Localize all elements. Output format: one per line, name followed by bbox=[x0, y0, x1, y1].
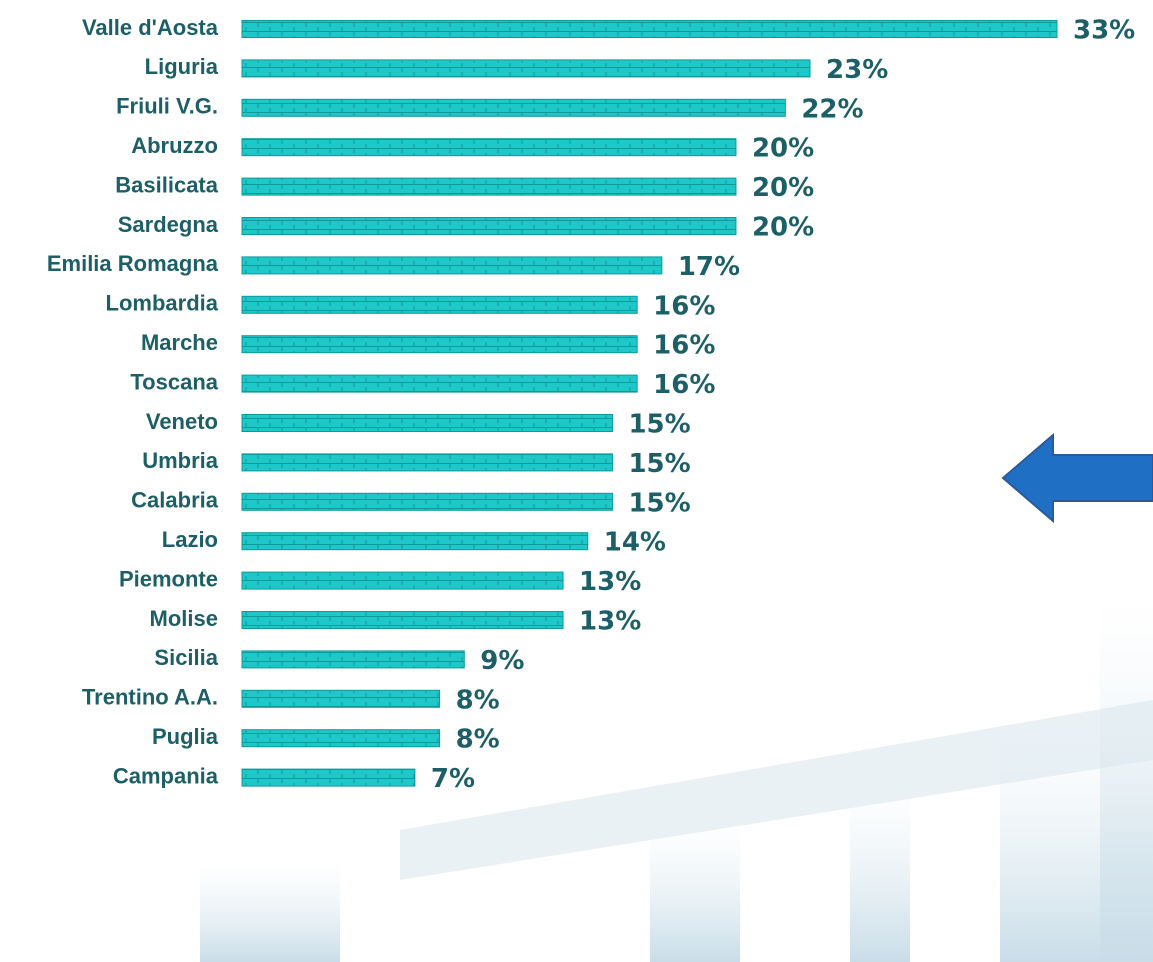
category-label: Piemonte bbox=[119, 566, 218, 591]
category-label: Molise bbox=[150, 606, 218, 631]
bar-texture bbox=[242, 612, 563, 629]
bar-texture bbox=[242, 493, 612, 510]
category-label: Friuli V.G. bbox=[116, 94, 218, 119]
value-label: 15% bbox=[628, 410, 690, 440]
bar-texture bbox=[242, 296, 637, 313]
page: {"chart_data": {"type": "bar", "orientat… bbox=[0, 0, 1153, 962]
value-label: 20% bbox=[752, 213, 814, 243]
category-label: Sicilia bbox=[154, 645, 218, 670]
category-label: Lombardia bbox=[106, 291, 219, 316]
category-label: Umbria bbox=[142, 448, 219, 473]
category-label: Veneto bbox=[146, 409, 218, 434]
value-label: 33% bbox=[1073, 16, 1135, 46]
category-label: Marche bbox=[141, 330, 218, 355]
bar-texture bbox=[242, 60, 810, 77]
value-label: 16% bbox=[653, 291, 715, 321]
value-label: 17% bbox=[678, 252, 740, 282]
bar-texture bbox=[242, 533, 588, 550]
category-label: Valle d'Aosta bbox=[82, 15, 219, 40]
value-label: 22% bbox=[801, 94, 863, 124]
bar-texture bbox=[242, 375, 637, 392]
value-label: 9% bbox=[480, 646, 524, 676]
category-label: Sardegna bbox=[118, 212, 219, 237]
bar-texture bbox=[242, 336, 637, 353]
bar-texture bbox=[242, 99, 785, 116]
bar-texture bbox=[242, 415, 612, 432]
value-label: 13% bbox=[579, 607, 641, 637]
value-label: 8% bbox=[456, 685, 500, 715]
bar-texture bbox=[242, 690, 440, 707]
value-label: 15% bbox=[628, 449, 690, 479]
category-label: Liguria bbox=[145, 54, 219, 79]
value-label: 15% bbox=[628, 488, 690, 518]
arrow bbox=[1003, 435, 1153, 521]
value-label: 16% bbox=[653, 331, 715, 361]
value-label: 14% bbox=[604, 528, 666, 558]
value-label: 8% bbox=[456, 725, 500, 755]
category-label: Lazio bbox=[162, 527, 218, 552]
chart: Valle d'Aosta 33% Liguria 23% Friuli V.G. 22%… bbox=[0, 0, 1153, 962]
bar-texture bbox=[242, 769, 415, 786]
bar-texture bbox=[242, 454, 612, 471]
bar-texture bbox=[242, 218, 736, 235]
bar-texture bbox=[242, 178, 736, 195]
bar-texture bbox=[242, 21, 1057, 38]
bar-texture bbox=[242, 651, 464, 668]
category-label: Puglia bbox=[152, 724, 219, 749]
category-label: Abruzzo bbox=[131, 133, 218, 158]
category-label: Calabria bbox=[131, 488, 219, 513]
value-label: 20% bbox=[752, 173, 814, 203]
bar-texture bbox=[242, 730, 440, 747]
category-label: Toscana bbox=[130, 369, 218, 394]
value-label: 20% bbox=[752, 134, 814, 164]
value-label: 16% bbox=[653, 370, 715, 400]
bar-texture bbox=[242, 572, 563, 589]
value-label: 13% bbox=[579, 567, 641, 597]
bar-texture bbox=[242, 139, 736, 156]
bar-texture bbox=[242, 257, 662, 274]
category-label: Trentino A.A. bbox=[82, 685, 218, 710]
category-label: Campania bbox=[113, 763, 219, 788]
value-label: 23% bbox=[826, 55, 888, 85]
category-label: Emilia Romagna bbox=[47, 251, 219, 276]
category-label: Basilicata bbox=[115, 172, 218, 197]
value-label: 7% bbox=[431, 764, 475, 794]
